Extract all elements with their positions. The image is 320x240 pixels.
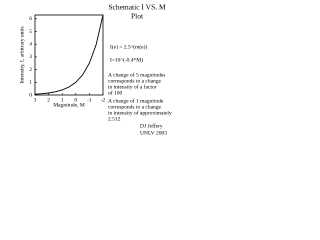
x-tick-label: 0 — [74, 97, 77, 103]
x-tick-label: 2 — [47, 97, 50, 103]
chart: Schematic I VS. M Plot Magnitude, M Inte… — [19, 3, 172, 137]
x-tick-label: -1 — [87, 97, 92, 103]
x-tick-label: 1 — [61, 97, 64, 103]
chart-subtitle: Plot — [131, 12, 144, 21]
y-tick-label: 6 — [29, 16, 32, 22]
x-tick-label: -2 — [101, 97, 106, 103]
x-axis-label: Magnitude, M — [53, 102, 85, 108]
annotation: in intensity of a factor — [108, 83, 157, 90]
data-line — [34, 14, 104, 95]
annotation: corresponds to a change — [108, 78, 162, 84]
y-tick-label: 3 — [29, 54, 32, 60]
annotation: DJ Jeffery — [140, 122, 163, 129]
annotation: I(e) = 2.5^(m(e)) — [110, 43, 147, 50]
annotation: A change of 5 magnitudes — [108, 71, 165, 78]
annotation: A change of 1 magnitude — [108, 97, 164, 104]
annotation: UNLV 2003 — [140, 130, 167, 136]
y-tick-label: 5 — [29, 29, 32, 35]
annotation: in intensity of approximately — [108, 109, 172, 116]
y-tick-label: 1 — [29, 80, 32, 86]
chart-title: Schematic I VS. M — [108, 3, 166, 12]
annotation: I=10^(-0.4*M) — [110, 56, 143, 63]
annotation: 2.512 — [108, 116, 121, 122]
plot-frame — [34, 14, 104, 96]
x-tick-label: 3 — [34, 97, 37, 103]
y-tick-label: 4 — [29, 41, 32, 47]
annotation: corresponds to a change — [108, 104, 162, 110]
y-tick-label: 2 — [29, 67, 32, 73]
y-axis-label: Intensity, I, arbitrary units — [19, 26, 25, 83]
y-tick-label: 0 — [29, 92, 32, 98]
annotation: of 100 — [108, 89, 122, 96]
